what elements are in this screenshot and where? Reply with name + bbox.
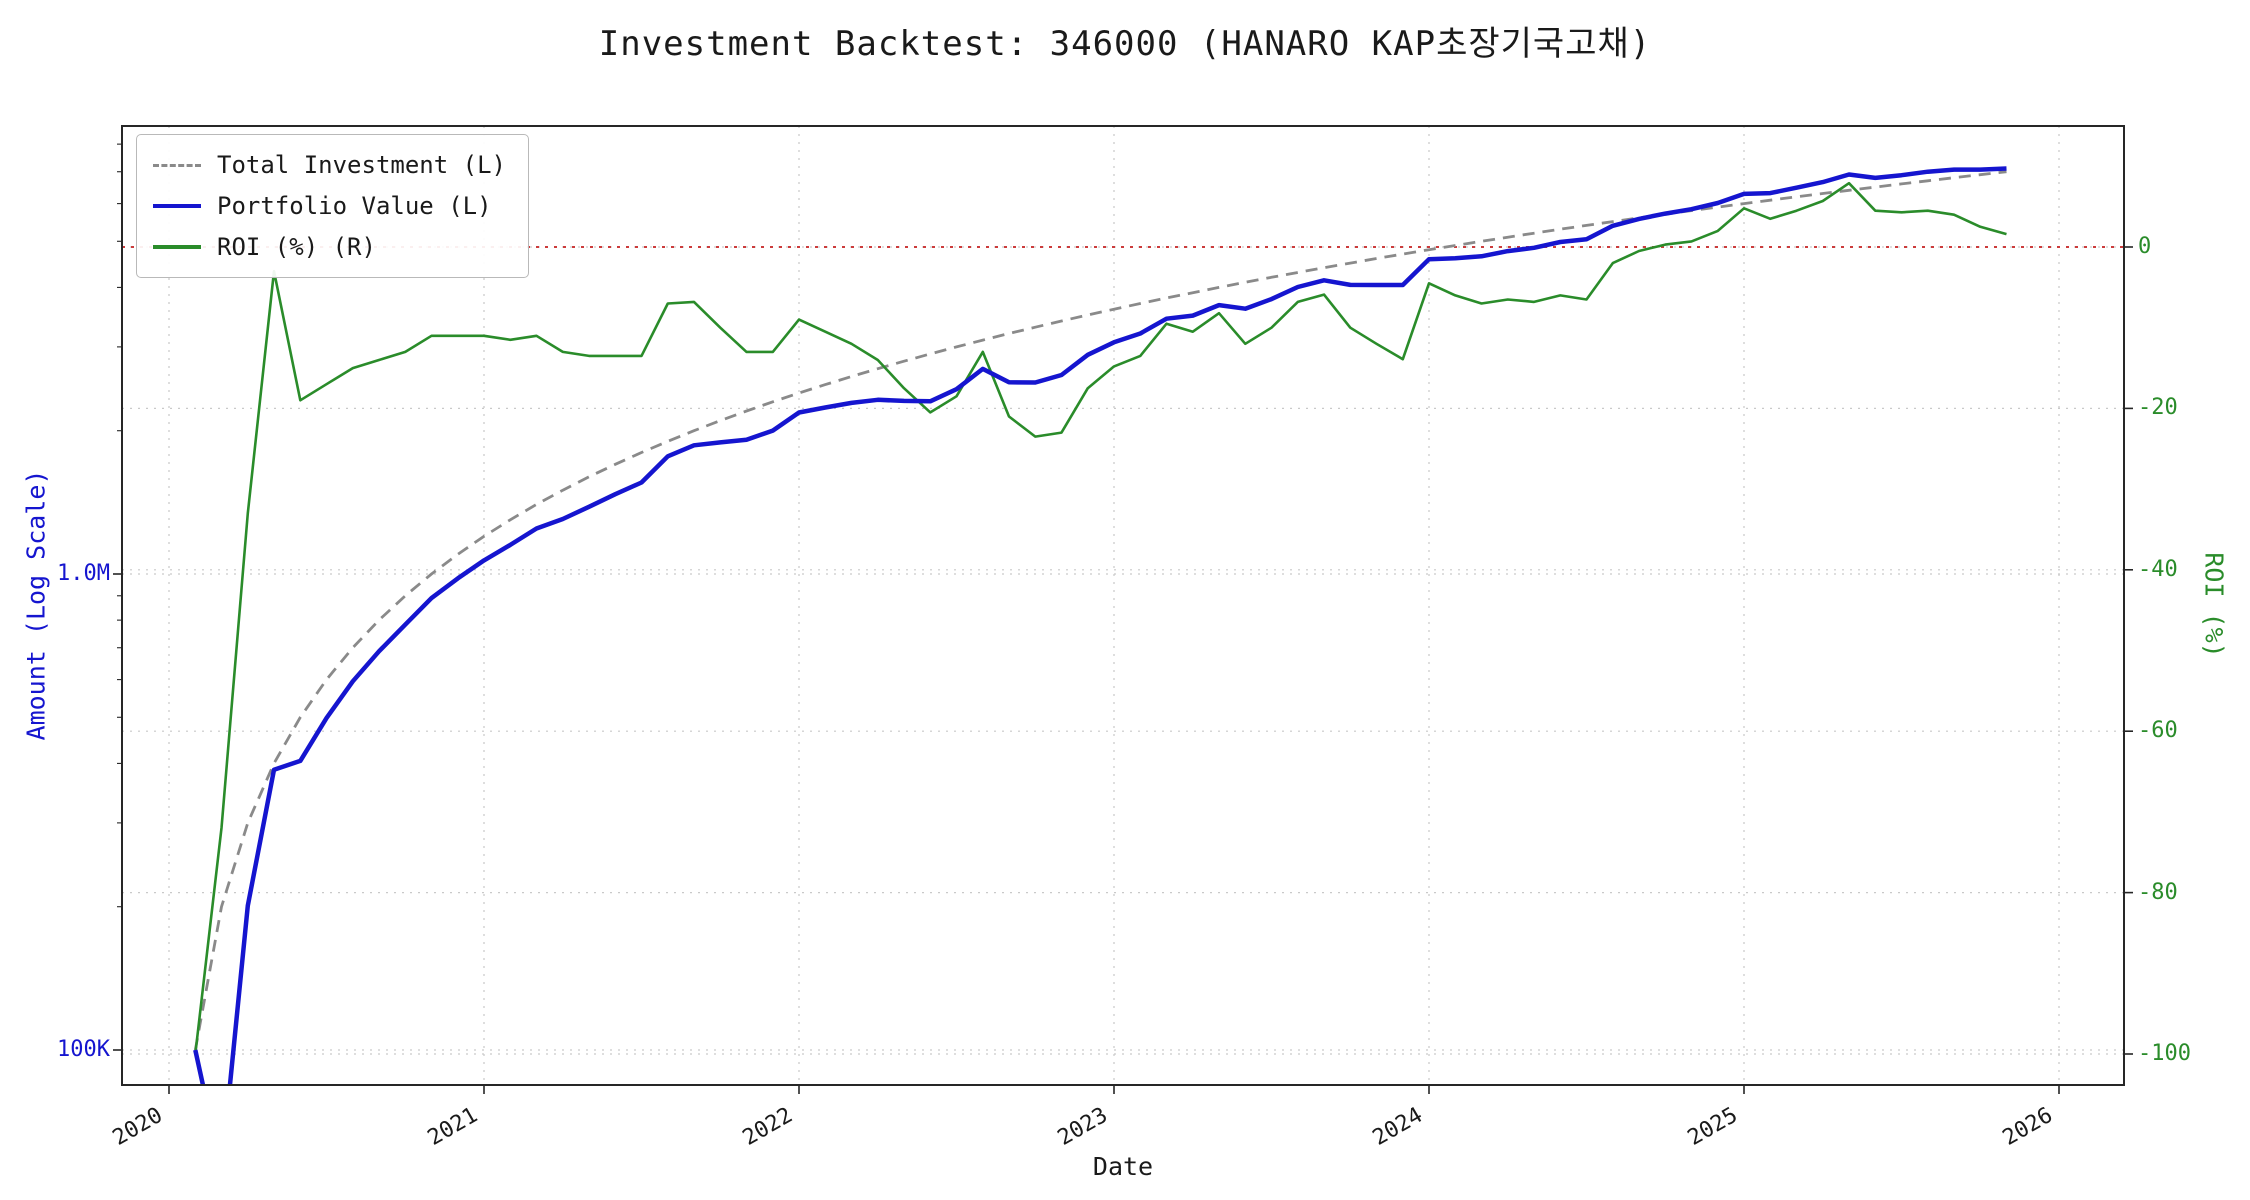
y-left-tick-label: 1.0M: [57, 561, 110, 586]
solid-green-line-sample-icon: [153, 245, 201, 249]
plot-border: [121, 125, 2125, 1086]
legend-item-roi: ROI (%) (R): [153, 231, 506, 263]
legend-label: Portfolio Value (L): [217, 192, 492, 220]
y-right-tick-label: -100: [2138, 1041, 2191, 1066]
legend-item-total-investment: Total Investment (L): [153, 149, 506, 181]
legend-item-portfolio-value: Portfolio Value (L): [153, 190, 506, 222]
y-right-tick-label: -40: [2138, 556, 2178, 582]
legend-label: Total Investment (L): [217, 151, 506, 179]
portfolio-value-line: [193, 166, 2007, 1085]
y-right-tick-label: -80: [2138, 879, 2178, 905]
y-right-tick-label: -20: [2138, 395, 2178, 421]
y-right-tick-label: -60: [2138, 718, 2178, 744]
x-axis-label: Date: [1092, 1152, 1154, 1181]
total-investment-line: [193, 170, 2007, 1051]
y-right-tick-label: 0: [2138, 234, 2152, 259]
legend-label: ROI (%) (R): [217, 233, 376, 261]
y-axis-right-label: ROI (%): [2199, 552, 2229, 658]
y-left-tick-label: 100K: [57, 1037, 110, 1062]
solid-blue-line-sample-icon: [153, 204, 201, 208]
legend: Total Investment (L) Portfolio Value (L)…: [136, 134, 529, 278]
y-axis-left-label: Amount (Log Scale): [21, 469, 51, 741]
axis-tick-marks: [113, 143, 2133, 1094]
dashed-line-sample-icon: [153, 163, 201, 167]
chart-title: Investment Backtest: 346000 (HANARO KAP초…: [598, 24, 1652, 64]
roi-line: [194, 181, 2007, 1055]
